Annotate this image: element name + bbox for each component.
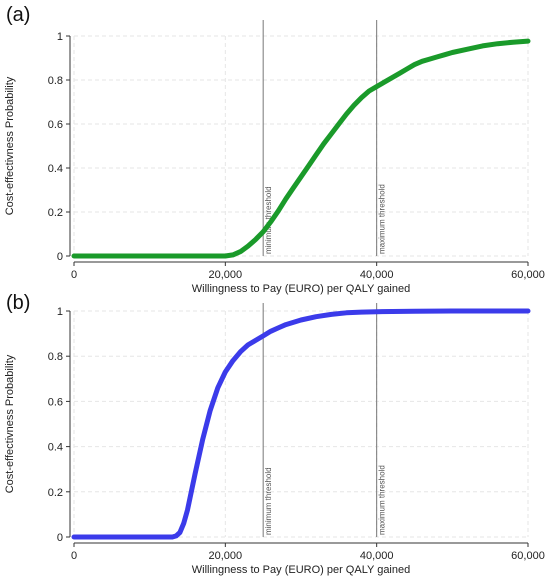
x-tick-label: 40,000 <box>360 550 394 562</box>
y-tick-label: 0.8 <box>48 75 63 87</box>
reference-line-label: minimum threshold <box>264 186 273 254</box>
y-tick-label: 0.4 <box>48 163 63 175</box>
reference-line-label: maximum threshold <box>378 465 387 535</box>
x-tick-label: 20,000 <box>209 550 243 562</box>
x-tick-label: 0 <box>71 550 77 562</box>
y-tick-label: 1 <box>57 31 63 43</box>
y-tick-label: 0 <box>57 251 63 263</box>
x-tick-label: 60,000 <box>511 269 545 281</box>
chart-b-svg: 0 0.2 0.4 0.6 0.8 1 0 20,000 40,000 60,000 Willing… <box>4 303 545 576</box>
y-tick-label: 0.4 <box>48 442 63 454</box>
y-tick-label: 1 <box>57 306 63 318</box>
x-axis-title: Willingness to Pay (EURO) per QALY gaine… <box>192 564 410 576</box>
x-tick-label: 0 <box>71 269 77 281</box>
x-tick-label: 60,000 <box>511 550 545 562</box>
x-tick-label: 40,000 <box>360 269 394 281</box>
y-tick-label: 0.2 <box>48 207 63 219</box>
y-axis-title: Cost-effectivness Probability <box>4 354 16 493</box>
y-tick-label: 0.2 <box>48 487 63 499</box>
y-tick-label: 0.6 <box>48 396 63 408</box>
panel-label-a: (a) <box>6 4 31 26</box>
x-axis-title: Willingness to Pay (EURO) per QALY gaine… <box>192 283 410 295</box>
chart-panel-b: (b) 0 0.2 0.4 0.6 0.8 1 0 20,000 40,000 60,000 Wil… <box>0 290 550 582</box>
reference-line-label: maximum threshold <box>378 184 387 254</box>
chart-panel-a: (a) 0 0.2 0.4 0.6 0.8 1 0 20,000 40,000 60,000 Wil… <box>4 4 545 295</box>
panel-label-b: (b) <box>6 292 31 314</box>
x-tick-label: 20,000 <box>209 269 243 281</box>
series-line <box>71 308 531 540</box>
y-tick-label: 0 <box>57 532 63 544</box>
chart-a-svg: 0 0.2 0.4 0.6 0.8 1 0 20,000 40,000 60,000 Willing… <box>4 20 545 295</box>
y-tick-label: 0.6 <box>48 119 63 131</box>
y-tick-label: 0.8 <box>48 351 63 363</box>
reference-line-label: minimum threshold <box>264 467 273 535</box>
y-axis-title: Cost-effectivness Probability <box>4 76 16 215</box>
series-line <box>71 38 531 259</box>
